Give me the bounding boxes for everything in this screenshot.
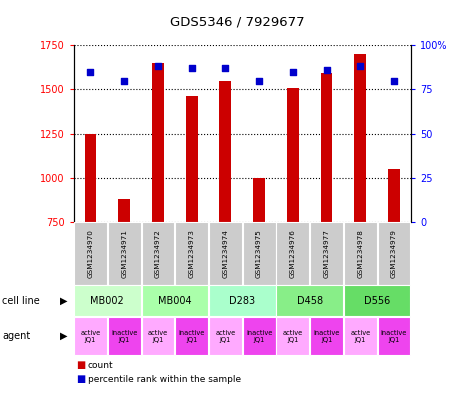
- Text: active
JQ1: active JQ1: [215, 329, 236, 343]
- Text: GSM1234975: GSM1234975: [256, 229, 262, 278]
- Text: D458: D458: [296, 296, 323, 306]
- Text: percentile rank within the sample: percentile rank within the sample: [88, 375, 241, 384]
- Text: inactive
JQ1: inactive JQ1: [246, 329, 272, 343]
- Bar: [253, 178, 265, 222]
- Bar: [354, 54, 366, 222]
- Text: inactive
JQ1: inactive JQ1: [179, 329, 205, 343]
- Bar: [186, 96, 198, 222]
- Text: GSM1234973: GSM1234973: [189, 229, 195, 278]
- Text: ▶: ▶: [60, 296, 68, 306]
- Point: [121, 77, 128, 84]
- Text: D556: D556: [364, 296, 390, 306]
- Point: [154, 63, 162, 70]
- Bar: [388, 169, 400, 222]
- Text: ▶: ▶: [60, 331, 68, 341]
- Bar: [287, 88, 299, 222]
- Text: active
JQ1: active JQ1: [148, 329, 168, 343]
- Text: inactive
JQ1: inactive JQ1: [381, 329, 407, 343]
- Bar: [321, 73, 332, 222]
- Text: MB004: MB004: [158, 296, 191, 306]
- Point: [221, 65, 229, 71]
- Text: GSM1234972: GSM1234972: [155, 229, 161, 278]
- Text: agent: agent: [2, 331, 30, 341]
- Point: [390, 77, 398, 84]
- Text: inactive
JQ1: inactive JQ1: [111, 329, 137, 343]
- Point: [323, 67, 331, 73]
- Bar: [219, 81, 231, 222]
- Text: GDS5346 / 7929677: GDS5346 / 7929677: [170, 16, 305, 29]
- Text: MB002: MB002: [90, 296, 124, 306]
- Text: GSM1234979: GSM1234979: [391, 229, 397, 278]
- Point: [188, 65, 196, 71]
- Text: count: count: [88, 361, 114, 370]
- Bar: [118, 199, 130, 222]
- Text: ■: ■: [76, 374, 85, 384]
- Point: [86, 68, 94, 75]
- Point: [289, 68, 296, 75]
- Text: cell line: cell line: [2, 296, 40, 306]
- Text: D283: D283: [229, 296, 255, 306]
- Point: [256, 77, 263, 84]
- Point: [356, 63, 364, 70]
- Text: active
JQ1: active JQ1: [350, 329, 370, 343]
- Text: GSM1234977: GSM1234977: [323, 229, 330, 278]
- Text: GSM1234978: GSM1234978: [357, 229, 363, 278]
- Bar: [85, 134, 96, 222]
- Text: GSM1234976: GSM1234976: [290, 229, 296, 278]
- Text: inactive
JQ1: inactive JQ1: [314, 329, 340, 343]
- Text: active
JQ1: active JQ1: [283, 329, 303, 343]
- Text: GSM1234971: GSM1234971: [121, 229, 127, 278]
- Text: ■: ■: [76, 360, 85, 371]
- Text: GSM1234970: GSM1234970: [87, 229, 94, 278]
- Text: active
JQ1: active JQ1: [80, 329, 101, 343]
- Text: GSM1234974: GSM1234974: [222, 229, 228, 278]
- Bar: [152, 63, 164, 222]
